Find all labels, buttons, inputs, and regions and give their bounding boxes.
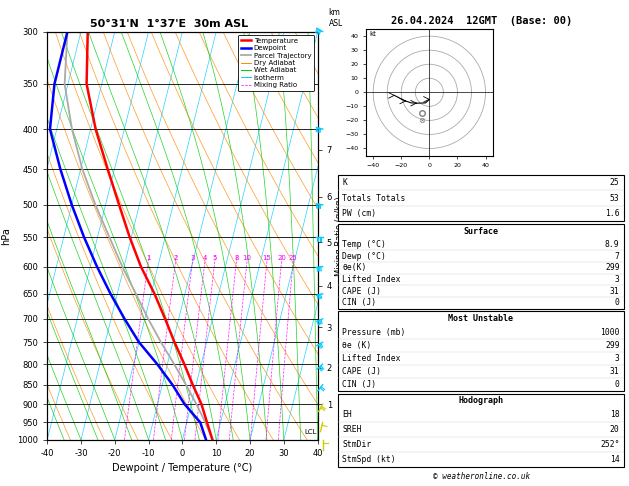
Y-axis label: hPa: hPa	[2, 227, 11, 244]
Text: © weatheronline.co.uk: © weatheronline.co.uk	[433, 472, 530, 481]
Text: 14: 14	[610, 454, 620, 464]
Text: 299: 299	[605, 341, 620, 350]
Text: 3: 3	[615, 354, 620, 363]
Text: 299: 299	[605, 263, 620, 273]
Text: 10: 10	[243, 255, 252, 261]
Text: 1.6: 1.6	[605, 209, 620, 218]
Text: 5: 5	[213, 255, 217, 261]
Text: 31: 31	[610, 287, 620, 295]
Text: 18: 18	[610, 410, 620, 419]
Text: Surface: Surface	[464, 226, 498, 236]
Text: 3: 3	[190, 255, 195, 261]
Text: 2: 2	[174, 255, 178, 261]
Text: K: K	[342, 178, 347, 187]
Text: Temp (°C): Temp (°C)	[342, 240, 386, 249]
Text: CIN (J): CIN (J)	[342, 298, 376, 307]
Text: CAPE (J): CAPE (J)	[342, 367, 381, 376]
Text: 1000: 1000	[600, 328, 620, 336]
Text: 20: 20	[610, 425, 620, 434]
Y-axis label: Mixing Ratio (g/kg): Mixing Ratio (g/kg)	[335, 196, 344, 276]
Text: 53: 53	[610, 193, 620, 203]
Text: km
ASL: km ASL	[328, 8, 343, 28]
Text: 25: 25	[289, 255, 298, 261]
Text: 25: 25	[610, 178, 620, 187]
Text: Lifted Index: Lifted Index	[342, 275, 401, 284]
Text: kt: kt	[369, 31, 376, 37]
Text: 8: 8	[234, 255, 238, 261]
Text: 26.04.2024  12GMT  (Base: 00): 26.04.2024 12GMT (Base: 00)	[391, 16, 572, 26]
Text: 7: 7	[615, 252, 620, 261]
Text: 31: 31	[610, 367, 620, 376]
Text: 0: 0	[615, 298, 620, 307]
Text: Totals Totals: Totals Totals	[342, 193, 406, 203]
Text: 4: 4	[203, 255, 207, 261]
Legend: Temperature, Dewpoint, Parcel Trajectory, Dry Adiabat, Wet Adiabat, Isotherm, Mi: Temperature, Dewpoint, Parcel Trajectory…	[238, 35, 314, 91]
Text: StmDir: StmDir	[342, 440, 372, 449]
Title: 50°31'N  1°37'E  30m ASL: 50°31'N 1°37'E 30m ASL	[90, 19, 248, 30]
Text: Pressure (mb): Pressure (mb)	[342, 328, 406, 336]
Text: Most Unstable: Most Unstable	[448, 314, 513, 323]
Text: 0: 0	[615, 380, 620, 389]
Text: StmSpd (kt): StmSpd (kt)	[342, 454, 396, 464]
Text: SREH: SREH	[342, 425, 362, 434]
Text: CAPE (J): CAPE (J)	[342, 287, 381, 295]
Text: Dewp (°C): Dewp (°C)	[342, 252, 386, 261]
Text: θe(K): θe(K)	[342, 263, 367, 273]
Text: 3: 3	[615, 275, 620, 284]
Text: Hodograph: Hodograph	[459, 396, 503, 405]
Text: θe (K): θe (K)	[342, 341, 372, 350]
Text: LCL: LCL	[304, 429, 317, 435]
Text: 20: 20	[277, 255, 286, 261]
Text: CIN (J): CIN (J)	[342, 380, 376, 389]
Text: PW (cm): PW (cm)	[342, 209, 376, 218]
Text: ⊗: ⊗	[418, 116, 425, 125]
X-axis label: Dewpoint / Temperature (°C): Dewpoint / Temperature (°C)	[113, 464, 252, 473]
Text: 1: 1	[146, 255, 150, 261]
Text: 8.9: 8.9	[605, 240, 620, 249]
Text: Lifted Index: Lifted Index	[342, 354, 401, 363]
Text: 15: 15	[262, 255, 272, 261]
Text: 252°: 252°	[600, 440, 620, 449]
Text: EH: EH	[342, 410, 352, 419]
